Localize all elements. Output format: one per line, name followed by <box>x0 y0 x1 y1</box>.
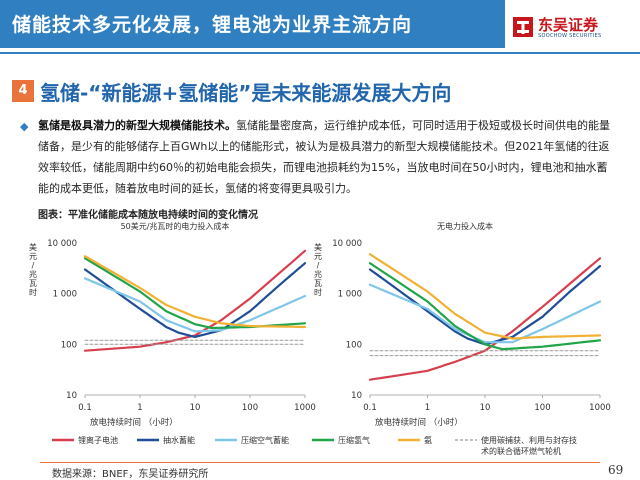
footer-divider <box>40 462 600 463</box>
figure-caption: 图表：平准化储能成本随放电持续时间的变化情况 <box>38 210 258 221</box>
y-axis-label-char: / <box>32 261 35 270</box>
y-axis-label-char: 瓦 <box>314 279 322 288</box>
x-tick-label: 10 <box>190 403 201 413</box>
legend-label: 氨 <box>424 435 432 445</box>
diamond-bullet-icon: ◆ <box>20 120 29 133</box>
series-line-2 <box>83 277 307 333</box>
logo-subtitle: SOOCHOW SECURITIES <box>538 33 602 39</box>
x-tick-label: 0.1 <box>78 403 92 413</box>
y-axis-label-char: 瓦 <box>29 279 37 288</box>
legend-label: 压缩空气蓄能 <box>241 435 289 445</box>
chart-legend: 锂离子电池 抽水蓄能 压缩空气蓄能 压缩氢气 氨 使用碳捕获、利用与封存技术的联合循环燃气… <box>52 435 577 456</box>
y-axis-label-char: 时 <box>29 287 37 297</box>
chart-title: 50美元/兆瓦时的电力投入成本 <box>121 221 230 231</box>
legend-label: 使用碳捕获、利用与封存技 <box>481 435 577 445</box>
y-tick-label: 10 <box>66 391 77 401</box>
y-axis-label-char: / <box>317 261 320 270</box>
x-tick-label: 100 <box>242 403 258 413</box>
logo-mark-icon <box>513 17 533 37</box>
body-paragraph: 氢储是极具潜力的新型大规模储能技术。氢储能量密度高，运行维护成本低，可同时适用于… <box>38 115 618 199</box>
y-tick-label: 100 <box>61 340 77 350</box>
series-line-2 <box>368 283 602 344</box>
y-tick-label: 1 000 <box>338 290 362 300</box>
series-line-4 <box>83 255 307 329</box>
y-tick-label: 100 <box>346 340 362 350</box>
x-tick-label: 0.1 <box>363 403 377 413</box>
section-number-badge: 4 <box>12 80 34 102</box>
section-title: 氢储-“新能源+氢储能”是未来能源发展大方向 <box>40 81 452 105</box>
legend-label: 锂离子电池 <box>78 435 118 445</box>
y-axis-label-char: 美 <box>314 242 322 252</box>
series-line-3 <box>368 262 602 351</box>
page-title: 储能技术多元化发展，锂电池为业界主流方向 <box>12 14 413 36</box>
x-tick-label: 10 <box>480 403 491 413</box>
x-tick-label: 1000 <box>294 403 316 413</box>
series-line-4 <box>368 253 602 340</box>
company-logo: 东吴证券 SOOCHOW SECURITIES <box>512 14 637 42</box>
body-lead: 氢储是极具潜力的新型大规模储能技术。 <box>38 119 236 132</box>
x-tick-label: 100 <box>534 403 550 413</box>
series-line-0 <box>83 249 307 352</box>
y-axis-label-char: 时 <box>314 287 322 297</box>
page-number: 69 <box>608 463 624 477</box>
x-tick-label: 1 <box>137 403 142 413</box>
x-axis-label: 放电持续时间 （小时） <box>375 417 463 428</box>
title-bar: 储能技术多元化发展，锂电池为业界主流方向 <box>0 0 505 48</box>
y-tick-label: 10 000 <box>332 239 362 249</box>
legend-label: 抽水蓄能 <box>163 435 195 445</box>
y-axis-label-char: 元 <box>29 252 37 261</box>
body-text: 氢储能量密度高，运行维护成本低，可同时适用于极短或极长时间供电的能量储备，是少有… <box>38 119 610 195</box>
x-tick-label: 1000 <box>589 403 611 413</box>
y-tick-label: 10 <box>351 391 362 401</box>
legend-label-cont: 术的联合循环燃气轮机 <box>481 446 561 456</box>
header-divider <box>0 52 640 54</box>
legend-label: 压缩氢气 <box>338 435 370 445</box>
y-tick-label: 1 000 <box>53 290 77 300</box>
logo-name: 东吴证券 <box>538 16 599 34</box>
y-axis-label-char: 元 <box>314 252 322 261</box>
y-axis-label-char: 兆 <box>29 269 37 279</box>
series-line-1 <box>83 262 307 338</box>
data-source: 数据来源：BNEF，东吴证券研究所 <box>52 469 209 480</box>
x-tick-label: 1 <box>425 403 430 413</box>
y-axis-label-char: 兆 <box>314 269 322 279</box>
chart-title: 无电力投入成本 <box>437 221 493 231</box>
x-axis-label: 放电持续时间 （小时） <box>90 417 178 428</box>
y-axis-label-char: 美 <box>29 242 37 252</box>
y-tick-label: 10 000 <box>47 239 77 249</box>
